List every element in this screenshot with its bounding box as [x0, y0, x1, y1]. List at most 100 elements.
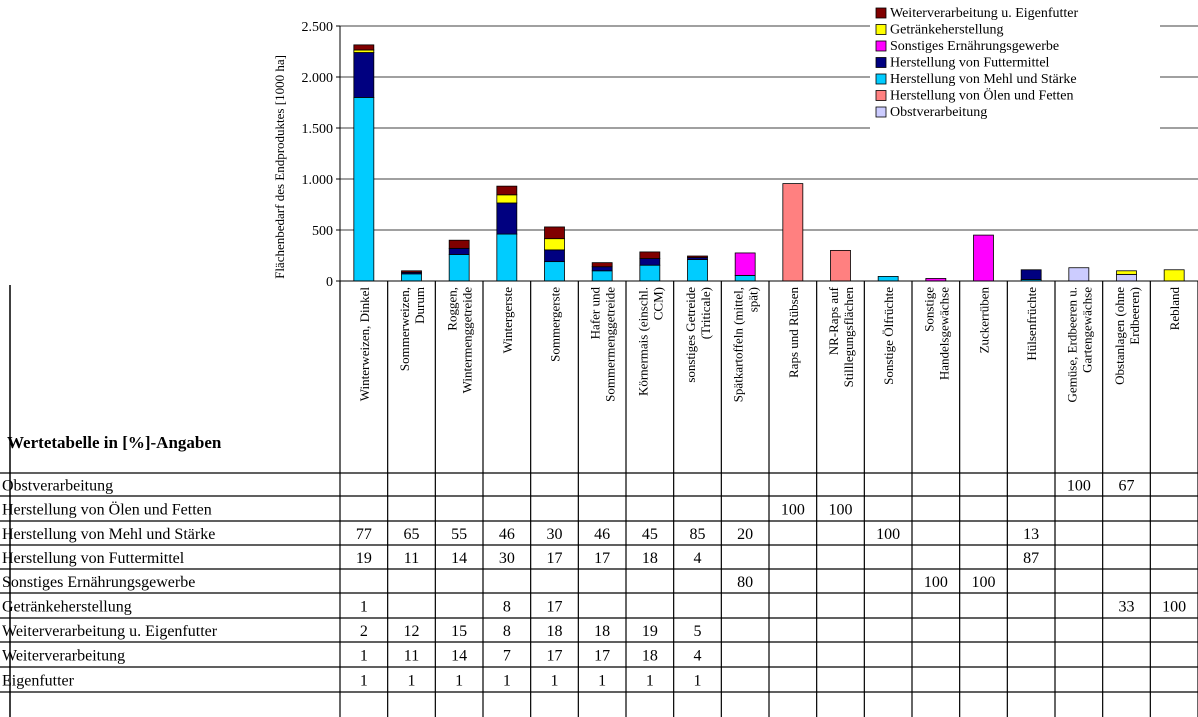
table-cell: 2	[360, 623, 368, 640]
table-row-label: Herstellung von Futtermittel	[2, 550, 185, 567]
category-label: Raps und Rübsen	[786, 287, 801, 379]
bar-segment	[639, 258, 661, 266]
legend-swatch	[875, 7, 887, 19]
bar-segment	[496, 185, 518, 196]
category-label: Stilllegungsflächen	[841, 287, 856, 388]
table-cell: 33	[1119, 599, 1135, 616]
table-row-label: Sonstiges Ernährungsgewerbe	[2, 574, 195, 591]
legend-label: Obstverarbeitung	[890, 105, 987, 120]
table-cell: 30	[547, 526, 563, 543]
table-cell: 4	[694, 648, 702, 665]
table-row-label: Getränkeherstellung	[2, 599, 132, 616]
table-cell: 18	[642, 648, 658, 665]
bar-segment	[734, 274, 756, 282]
category-label: Sonstige	[921, 287, 936, 332]
table-cell: 17	[594, 550, 610, 567]
table-cell: 100	[924, 574, 948, 591]
bar-segment	[877, 276, 899, 282]
bar-segment	[544, 261, 565, 282]
category-label: Roggen,	[445, 287, 460, 331]
table-cell: 45	[642, 526, 658, 543]
table-cell: 1	[694, 673, 702, 690]
bar-segment	[448, 254, 470, 282]
bar-segment	[973, 234, 994, 282]
y-tick-label: 1.000	[302, 173, 334, 188]
category-label: (Triticale)	[698, 287, 713, 339]
category-label: Sommerweizen,	[397, 287, 412, 371]
table-cell: 85	[690, 526, 706, 543]
bar-segment	[639, 251, 661, 259]
table-cell: 13	[1023, 526, 1039, 543]
table-cell: 65	[404, 526, 420, 543]
bar-segment	[401, 273, 422, 282]
category-label: Obstanlagen (ohne	[1112, 287, 1127, 385]
table-cell: 5	[694, 623, 702, 640]
table-cell: 14	[451, 648, 467, 665]
bar-segment	[448, 247, 470, 255]
table-row-label: Eigenfutter	[2, 673, 75, 690]
table-cell: 67	[1119, 478, 1135, 495]
table-cell: 30	[499, 550, 515, 567]
table-cell: 55	[451, 526, 467, 543]
category-label: NR-Raps auf	[826, 286, 841, 355]
table-row-label: Herstellung von Ölen und Fetten	[2, 501, 212, 519]
table-cell: 100	[1067, 478, 1091, 495]
category-label: Rebland	[1167, 287, 1182, 331]
bar-segment	[639, 264, 661, 282]
table-cell: 1	[408, 673, 416, 690]
category-label: Gartengewächse	[1079, 287, 1094, 373]
table-cell: 17	[547, 550, 563, 567]
bar-segment	[687, 255, 708, 258]
table-cell: 17	[547, 599, 563, 616]
legend-swatch	[875, 90, 887, 101]
y-tick-label: 0	[326, 275, 333, 290]
bar-segment	[353, 52, 375, 98]
category-label: CCM)	[650, 287, 665, 320]
category-label: sonstiges Getreide	[683, 287, 698, 383]
legend-swatch	[875, 40, 887, 52]
category-label: Hülsenfrüchte	[1024, 287, 1039, 361]
table-cell: 1	[455, 673, 463, 690]
table-cell: 18	[594, 623, 610, 640]
bar-segment	[1116, 270, 1137, 275]
legend-label: Herstellung von Mehl und Stärke	[890, 72, 1077, 87]
table-cell: 77	[356, 526, 372, 543]
bars	[353, 44, 1185, 282]
value-table: Winterweizen, Dinkel Sommerweizen, Durum Ro…	[0, 281, 1198, 717]
y-tick-label: 1.500	[302, 122, 334, 137]
table-cell: 46	[499, 526, 515, 543]
bar-segment	[687, 259, 708, 282]
table-cell: 8	[503, 599, 511, 616]
table-cell: 19	[356, 550, 372, 567]
bar-segment	[782, 183, 804, 282]
legend-swatch	[875, 106, 887, 118]
category-label: Winterweizen, Dinkel	[357, 287, 372, 402]
y-tick-label: 500	[312, 224, 333, 239]
table-cell: 11	[404, 550, 419, 567]
category-label: Durum	[412, 287, 427, 324]
bar-segment	[496, 202, 518, 235]
category-label: Zuckerrüben	[977, 287, 992, 354]
table-cell: 11	[404, 648, 419, 665]
table-cell: 15	[451, 623, 467, 640]
table-cell: 12	[404, 623, 420, 640]
table-row-label: Weiterverarbeitung	[2, 648, 125, 665]
table-cell: 20	[737, 526, 753, 543]
table-cell: 18	[547, 623, 563, 640]
legend-label: Weiterverarbeitung u. Eigenfutter	[890, 6, 1079, 21]
category-label: Sommermenggetreide	[603, 287, 618, 402]
bar-segment	[544, 238, 565, 251]
table-cell: 87	[1023, 550, 1039, 567]
legend-label: Getränkeherstellung	[890, 23, 1004, 38]
bar-segment	[591, 266, 613, 272]
bar-segment	[830, 249, 851, 282]
table-cell: 17	[547, 648, 563, 665]
table-cell: 1	[551, 673, 559, 690]
table-cell: 1	[598, 673, 606, 690]
y-axis-title: Flächenbedarf des Endproduktes [1000 ha]	[272, 55, 287, 279]
legend-label: Herstellung von Ölen und Fetten	[890, 87, 1074, 104]
table-cell: 100	[876, 526, 900, 543]
category-label: Hafer und	[588, 287, 603, 340]
bar-segment	[448, 239, 470, 249]
legend-label: Sonstiges Ernährungsgewerbe	[890, 39, 1059, 54]
